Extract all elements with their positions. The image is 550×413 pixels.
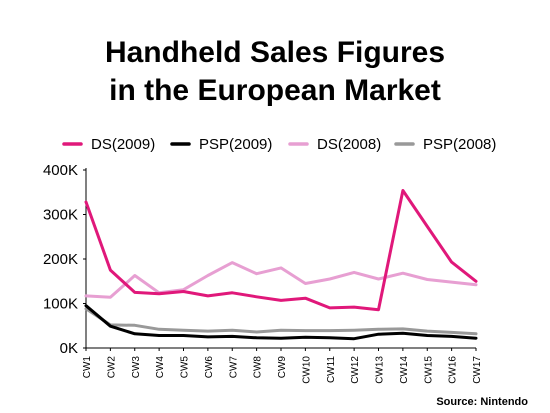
series-line-psp-2008- [84, 307, 478, 336]
x-tick-label: CW1 [82, 356, 93, 379]
series-layer [84, 189, 478, 341]
x-tick-label: CW6 [204, 356, 215, 379]
x-tick-label: CW3 [131, 356, 142, 379]
x-tick-label: CW16 [448, 356, 459, 384]
x-tick-label: CW7 [228, 356, 239, 379]
y-tick-label: 300K [43, 207, 78, 224]
y-tick-label: 0K [60, 340, 78, 357]
source-note: Source: Nintendo [436, 396, 528, 408]
legend: DS(2009) PSP(2009) DS(2008) PSP(2008) [62, 136, 496, 153]
x-tick-label: CW13 [375, 356, 386, 384]
y-tick-label: 100K [43, 296, 78, 313]
x-tick-label: CW8 [253, 356, 264, 379]
series-line-ds-2008- [84, 261, 478, 299]
legend-label: PSP(2008) [423, 136, 496, 153]
x-tick-label: CW12 [350, 356, 361, 384]
x-tick-label: CW2 [106, 356, 117, 379]
y-tick-label: 200K [43, 251, 78, 268]
legend-label: DS(2008) [317, 136, 381, 153]
x-tick-label: CW9 [277, 356, 288, 379]
series-line-ds-2009- [84, 189, 478, 312]
y-tick-label: 400K [43, 162, 78, 179]
x-tick-label: CW15 [423, 356, 434, 384]
legend-label: DS(2009) [91, 136, 155, 153]
chart-title-line-1: Handheld Sales Figures [105, 36, 445, 69]
x-tick-label: CW14 [399, 356, 410, 384]
x-tick-label: CW11 [326, 356, 337, 383]
legend-label: PSP(2009) [199, 136, 272, 153]
x-tick-label: CW10 [301, 356, 312, 384]
axes: 0K 100K 200K 300K 400K CW1 CW2 CW3 CW4 CW5 CW6 CW7 C… [43, 162, 483, 384]
chart-title-line-2: in the European Market [109, 74, 441, 107]
x-tick-label: CW4 [155, 356, 166, 379]
x-tick-label: CW17 [472, 356, 483, 384]
x-tick-label: CW5 [180, 356, 191, 379]
series-line-psp-2009- [84, 304, 478, 341]
